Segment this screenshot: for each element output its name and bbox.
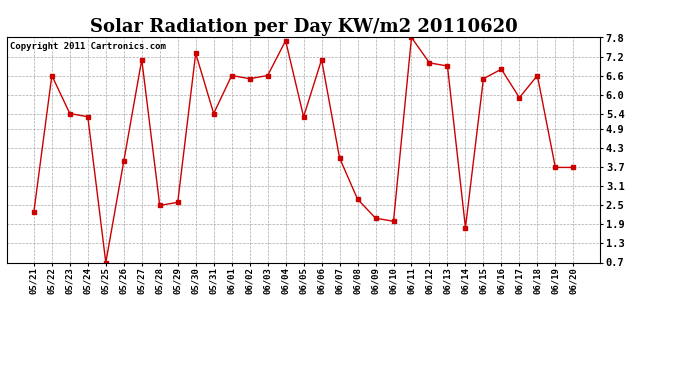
Text: Copyright 2011 Cartronics.com: Copyright 2011 Cartronics.com — [10, 42, 166, 51]
Title: Solar Radiation per Day KW/m2 20110620: Solar Radiation per Day KW/m2 20110620 — [90, 18, 518, 36]
